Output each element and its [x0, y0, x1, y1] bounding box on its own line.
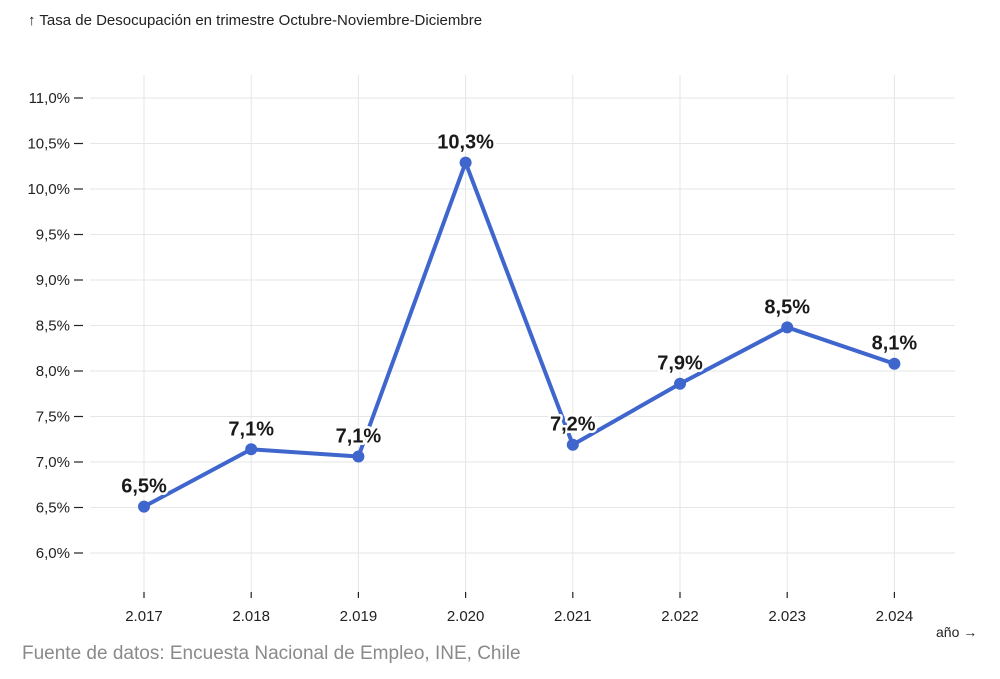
data-point [566, 438, 579, 451]
x-axis-label: año → [936, 624, 978, 640]
data-label: 7,2% [550, 414, 596, 436]
y-tick-label: 10,5% [27, 136, 70, 153]
y-tick-label: 8,0% [36, 363, 70, 380]
y-tick-label: 7,0% [36, 454, 70, 471]
data-label: 7,9% [657, 353, 703, 375]
data-point [138, 500, 150, 513]
data-label: 8,5% [764, 296, 810, 318]
data-label: 6,5% [121, 476, 167, 498]
y-tick-label: 6,5% [36, 500, 70, 517]
x-tick-label: 2.023 [768, 608, 806, 625]
x-tick-label: 2.017 [125, 608, 163, 625]
x-tick-label: 2.020 [447, 608, 485, 625]
data-point [459, 156, 472, 169]
y-tick-label: 9,5% [36, 227, 70, 244]
y-tick-label: 9,0% [36, 272, 70, 289]
data-point [674, 377, 686, 390]
x-tick-label: 2.018 [232, 608, 270, 625]
data-point [781, 321, 794, 334]
data-label: 8,1% [872, 333, 918, 355]
data-point [352, 450, 365, 463]
x-tick-label: 2.021 [554, 608, 592, 625]
y-tick-label: 10,0% [27, 181, 70, 198]
y-tick-label: 11,0% [29, 90, 70, 107]
data-label: 7,1% [336, 426, 382, 448]
x-tick-label: 2.019 [340, 608, 378, 625]
x-tick-label: 2.024 [876, 608, 914, 625]
y-tick-label: 6,0% [36, 545, 70, 562]
data-label: 10,3% [437, 132, 494, 154]
data-label: 7,1% [228, 418, 274, 440]
x-tick-label: 2.022 [661, 608, 699, 625]
data-source-note: Fuente de datos: Encuesta Nacional de Em… [22, 643, 521, 664]
y-tick-label: 8,5% [36, 318, 70, 335]
data-point [888, 357, 901, 370]
y-tick-label: 7,5% [36, 409, 70, 426]
chart-title: ↑ Tasa de Desocupación en trimestre Octu… [28, 12, 483, 29]
data-point [245, 443, 258, 456]
series-line [142, 160, 897, 509]
